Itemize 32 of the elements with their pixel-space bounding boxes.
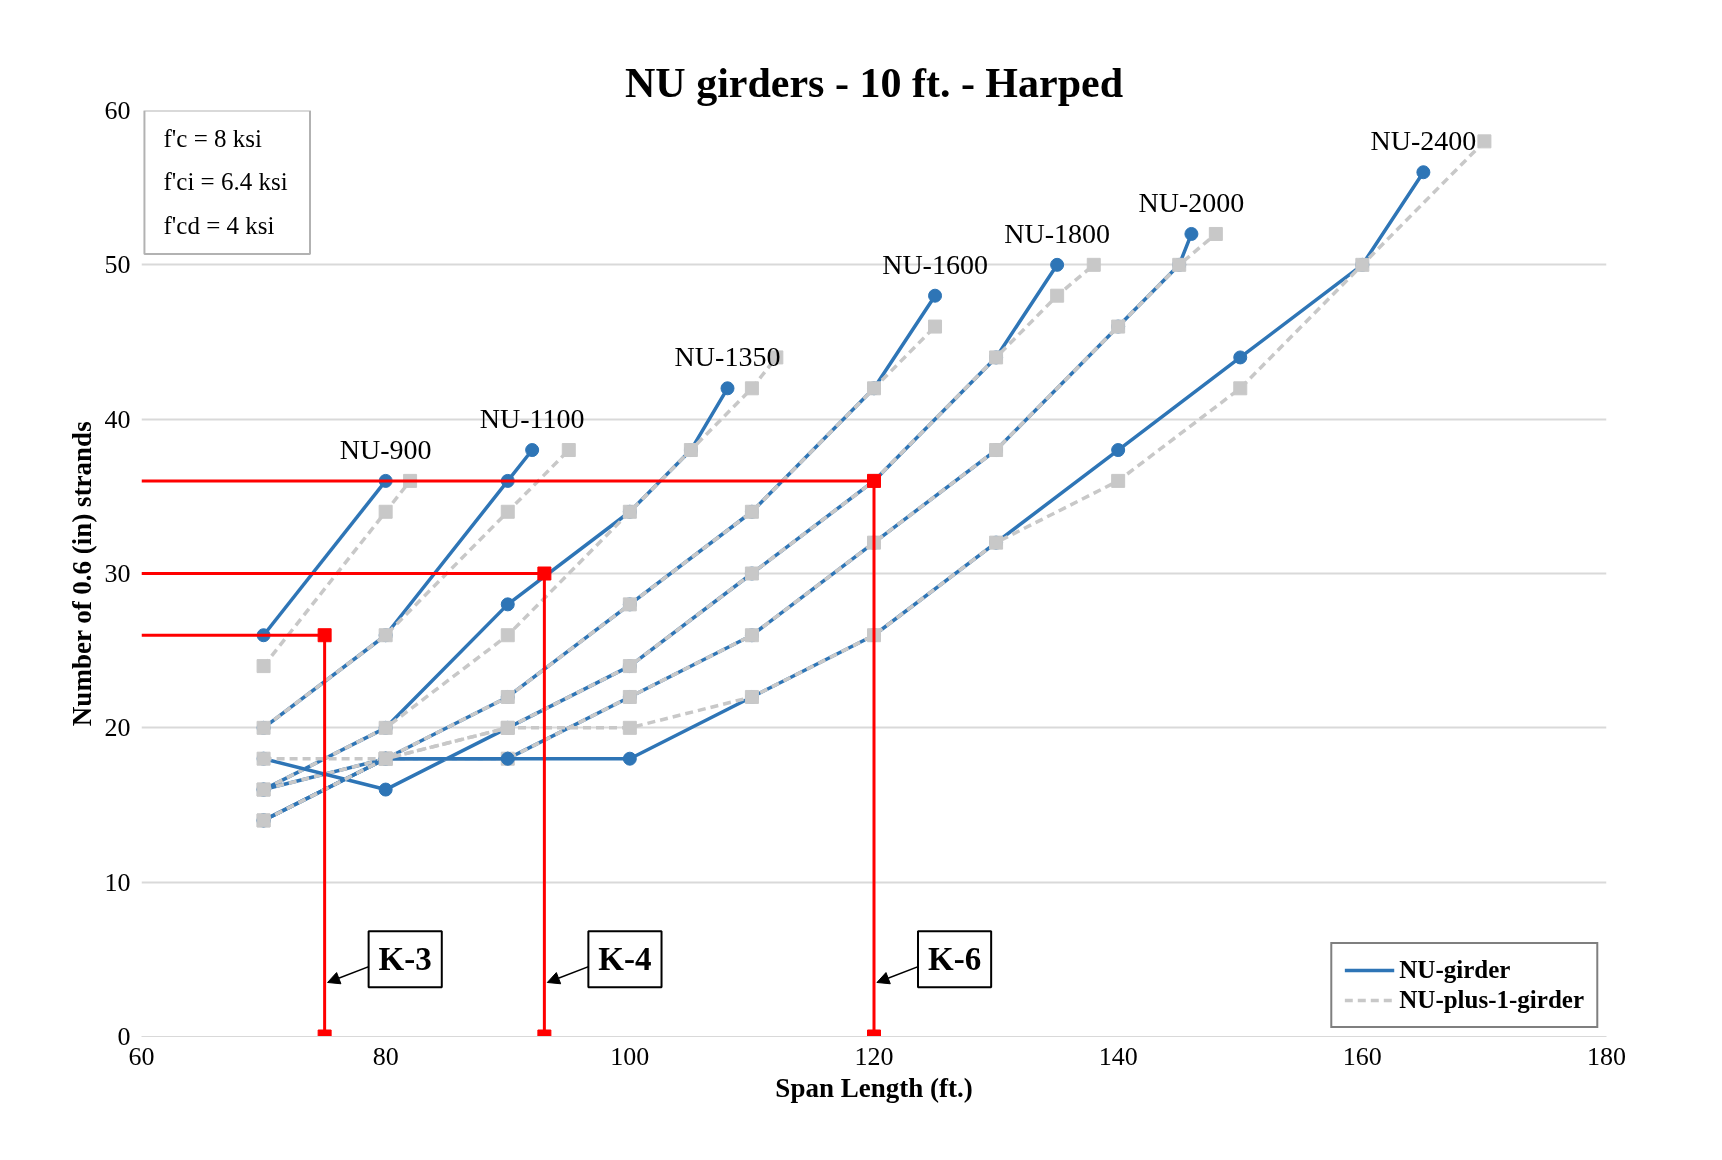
x-tick-label: 160	[1342, 1041, 1382, 1071]
x-tick-label: 180	[1587, 1041, 1626, 1071]
annotation: f'c = 8 ksi	[163, 124, 262, 152]
chart-title: NU girders - 10 ft. - Harped	[624, 59, 1124, 106]
y-tick-label: 0	[117, 1022, 131, 1051]
annotation: NU-1800	[1004, 217, 1111, 249]
legend-label: NU-plus-1-girder	[1399, 986, 1584, 1014]
annotation: NU-1350	[674, 341, 781, 373]
y-tick-label: 30	[104, 559, 131, 588]
annotation: NU-2000	[1138, 186, 1245, 218]
annotation: NU-1600	[882, 248, 988, 280]
annotation: NU-1100	[479, 403, 585, 435]
x-tick-label: 140	[1098, 1041, 1138, 1071]
legend-label: NU-girder	[1399, 956, 1511, 984]
y-tick-label: 10	[104, 867, 131, 897]
x-tick-label: 100	[610, 1041, 650, 1071]
annotation: f'ci = 6.4 ksi	[163, 168, 288, 196]
annotation: K-6	[928, 941, 982, 978]
annotation: f'cd = 4 ksi	[163, 211, 275, 239]
x-tick-label: 60	[128, 1041, 155, 1071]
y-tick-label: 50	[104, 250, 131, 280]
y-tick-label: 20	[104, 713, 131, 743]
y-tick-label: 40	[104, 404, 131, 434]
x-axis-title: Span Length (ft.)	[775, 1072, 973, 1103]
annotation: K-3	[378, 941, 432, 978]
y-axis-title: Number of 0.6 (in) strands	[66, 421, 97, 727]
x-tick-label: 120	[854, 1041, 894, 1071]
annotation: NU-2400	[1370, 125, 1477, 157]
x-tick-label: 80	[372, 1041, 399, 1071]
annotation: K-4	[598, 941, 652, 978]
y-tick-label: 60	[104, 96, 131, 125]
annotation: NU-900	[339, 433, 432, 465]
